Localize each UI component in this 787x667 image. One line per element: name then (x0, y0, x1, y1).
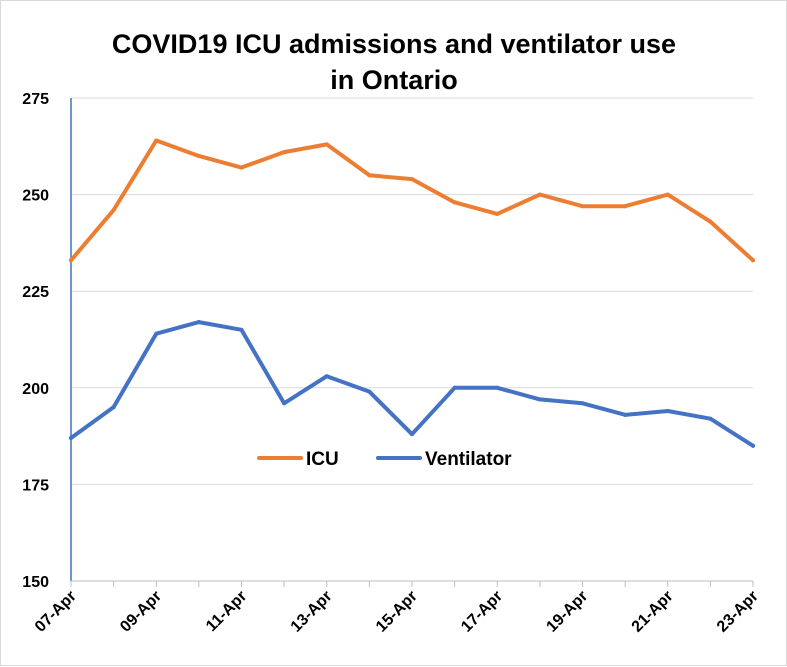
y-tick-label: 200 (22, 381, 49, 398)
chart-title-line-2: in Ontario (330, 65, 458, 95)
y-tick-label: 225 (22, 284, 49, 301)
series-line-icu (69, 138, 755, 263)
data-point-ventilator (751, 443, 755, 448)
x-tick-label: 09-Apr (117, 588, 165, 636)
data-point-icu (196, 153, 201, 158)
data-point-ventilator (495, 385, 500, 390)
series-line-ventilator (69, 320, 755, 448)
data-point-icu (623, 204, 628, 209)
x-tick-label: 13-Apr (288, 588, 336, 636)
gridlines (71, 97, 753, 485)
data-point-icu (452, 200, 457, 205)
y-tick-label: 275 (22, 91, 49, 108)
x-tick-label: 23-Apr (714, 588, 762, 636)
data-point-ventilator (196, 320, 201, 325)
legend: ICU Ventilator (257, 449, 512, 470)
x-tick-label: 07-Apr (32, 588, 80, 636)
data-point-ventilator (623, 412, 628, 417)
data-point-icu (367, 173, 372, 178)
data-point-ventilator (282, 401, 287, 406)
data-point-ventilator (410, 432, 414, 437)
data-point-icu (111, 208, 116, 213)
data-point-ventilator (665, 408, 670, 413)
y-tick-label: 150 (22, 574, 49, 591)
data-point-icu (708, 219, 713, 224)
data-point-icu (69, 258, 73, 263)
x-tick-label: 21-Apr (629, 588, 677, 636)
data-point-ventilator (111, 405, 116, 410)
data-point-icu (665, 192, 670, 197)
x-tick-label: 11-Apr (203, 588, 250, 635)
series-lines (69, 138, 755, 448)
x-tick-label: 17-Apr (458, 588, 506, 636)
data-point-icu (324, 142, 329, 147)
data-point-ventilator (367, 389, 372, 394)
y-tick-label: 250 (22, 188, 49, 205)
data-point-ventilator (537, 397, 542, 402)
data-point-ventilator (324, 374, 329, 379)
y-axis: 150 175 200 225 250 275 (22, 91, 72, 591)
data-point-ventilator (239, 327, 244, 332)
chart-title-line-1: COVID19 ICU admissions and ventilator us… (112, 29, 676, 59)
legend-label-ventilator: Ventilator (425, 449, 512, 470)
x-tick-label: 19-Apr (543, 588, 591, 636)
data-point-icu (410, 177, 414, 182)
data-point-icu (537, 192, 542, 197)
data-point-icu (751, 258, 755, 263)
y-tick-label: 175 (22, 477, 49, 494)
data-point-icu (154, 138, 159, 143)
x-tick-label: 15-Apr (373, 588, 421, 636)
data-point-icu (282, 150, 287, 155)
data-point-ventilator (69, 436, 73, 441)
legend-label-icu: ICU (306, 449, 339, 470)
data-point-ventilator (452, 385, 457, 390)
data-point-ventilator (708, 416, 713, 421)
data-point-ventilator (154, 331, 159, 336)
data-point-icu (580, 204, 585, 209)
x-axis: 07-Apr 09-Apr 11-Apr 13-Apr 15-Apr 17-Apr 19-A… (32, 580, 762, 636)
data-point-ventilator (580, 401, 585, 406)
data-point-icu (495, 211, 500, 216)
data-point-icu (239, 165, 244, 170)
